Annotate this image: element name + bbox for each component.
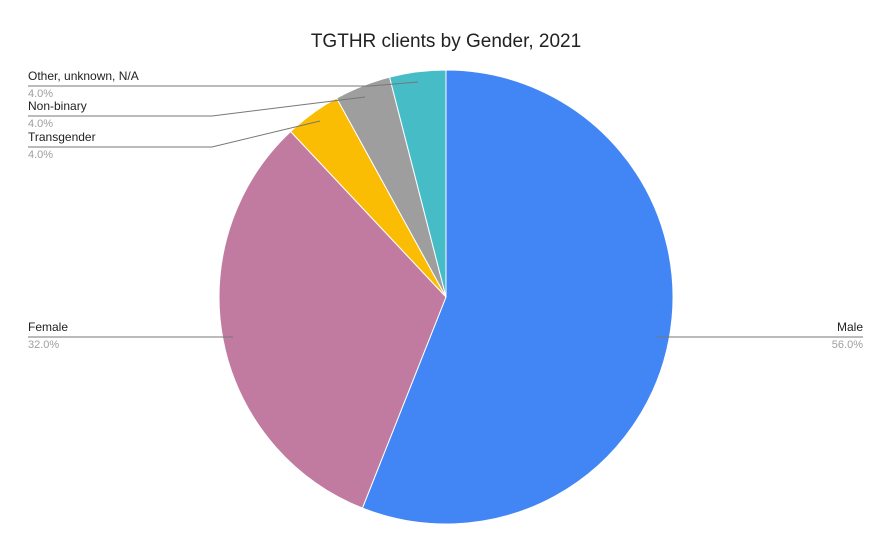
chart-title: TGTHR clients by Gender, 2021 [311, 31, 581, 52]
slice-value: 32.0% [28, 339, 59, 351]
leader-line [28, 96, 366, 117]
slice-value: 4.0% [28, 118, 53, 130]
pie-slice [361, 69, 674, 525]
slice-label: Female [28, 320, 68, 334]
slice-value: 4.0% [28, 88, 53, 100]
slice-label: Transgender [28, 130, 96, 144]
slice-label: Non-binary [28, 99, 87, 113]
slice-label: Other, unknown, N/A [28, 69, 139, 83]
pie-slice [218, 130, 447, 509]
pie-slice [388, 69, 447, 298]
slice-value: 4.0% [28, 149, 53, 161]
leader-line [28, 81, 419, 87]
slice-label: Male [837, 320, 863, 334]
leader-line [28, 120, 321, 148]
slice-value: 56.0% [832, 339, 863, 351]
